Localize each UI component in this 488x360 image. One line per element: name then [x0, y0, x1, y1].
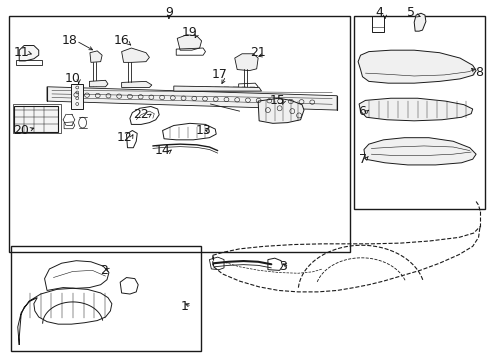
Bar [197, 87, 202, 90]
Text: 3: 3 [278, 260, 286, 273]
Polygon shape [234, 54, 258, 71]
Bar [391, 64, 398, 71]
Bar [445, 66, 451, 73]
Bar [188, 87, 193, 90]
Bar [402, 64, 408, 72]
Text: 7: 7 [358, 153, 366, 166]
Bar [206, 87, 211, 90]
Text: 19: 19 [182, 26, 197, 39]
Bar [250, 87, 255, 90]
Bar [9, 17, 349, 252]
Text: 6: 6 [358, 105, 366, 118]
Polygon shape [177, 35, 201, 50]
Text: 1: 1 [181, 300, 188, 313]
Bar [380, 64, 387, 71]
Bar [241, 87, 246, 90]
Bar [434, 66, 441, 73]
Bar [215, 87, 220, 90]
Text: 14: 14 [154, 144, 170, 157]
Polygon shape [90, 51, 102, 62]
Text: 8: 8 [474, 66, 483, 79]
Polygon shape [19, 45, 39, 61]
Text: 9: 9 [164, 6, 172, 19]
Polygon shape [71, 84, 82, 109]
Bar [412, 65, 419, 72]
Bar [369, 63, 376, 70]
Text: 10: 10 [65, 72, 81, 85]
Polygon shape [358, 98, 472, 121]
Text: 12: 12 [117, 131, 133, 144]
Bar [13, 104, 61, 134]
Text: 2: 2 [100, 264, 108, 277]
Bar [371, 16, 384, 32]
Text: 16: 16 [114, 34, 129, 48]
Text: 5: 5 [407, 6, 414, 19]
Polygon shape [173, 86, 261, 91]
Polygon shape [363, 138, 475, 165]
Text: 20: 20 [13, 124, 29, 137]
Polygon shape [413, 13, 425, 31]
Bar [353, 16, 484, 210]
Bar [224, 87, 228, 90]
Bar [180, 87, 184, 90]
Text: 21: 21 [250, 46, 265, 59]
Polygon shape [89, 80, 108, 87]
Text: 11: 11 [13, 46, 29, 59]
Bar [232, 87, 237, 90]
Bar [423, 66, 430, 73]
Bar [14, 106, 58, 132]
Polygon shape [122, 81, 152, 87]
Polygon shape [357, 50, 475, 83]
Text: 22: 22 [133, 108, 149, 121]
Polygon shape [47, 87, 336, 110]
Text: 4: 4 [375, 6, 383, 19]
Text: 13: 13 [195, 124, 210, 137]
Polygon shape [122, 48, 149, 62]
Polygon shape [258, 98, 304, 123]
Bar [466, 67, 473, 75]
Bar [455, 67, 462, 74]
Text: 17: 17 [211, 68, 226, 81]
Text: 18: 18 [62, 34, 78, 48]
Bar [11, 246, 200, 351]
Text: 15: 15 [269, 94, 285, 107]
